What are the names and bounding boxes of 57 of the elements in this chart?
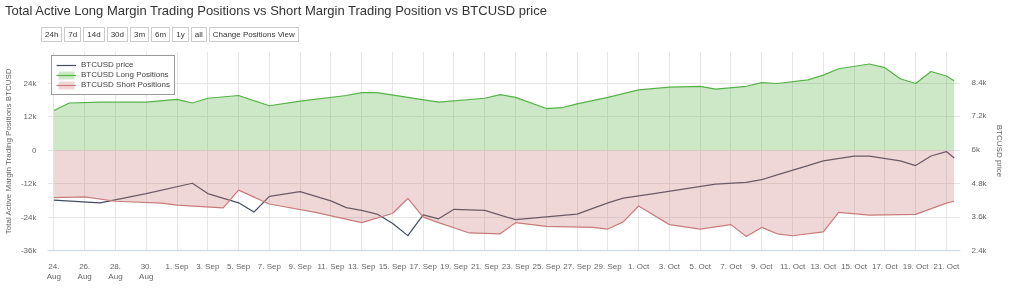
text: 30d bbox=[110, 28, 124, 40]
y-tick-label: 0 bbox=[32, 145, 38, 155]
x-tick-label: 1. Oct bbox=[627, 261, 651, 271]
y2-tick-label: 8.4k bbox=[971, 77, 988, 87]
y2-tick-label: 2.4k bbox=[971, 245, 988, 255]
legend-label: BTCUSD Long Positions bbox=[81, 69, 169, 80]
x-tick-label: 19. Oct bbox=[902, 261, 930, 271]
text: Change Positions View bbox=[212, 28, 295, 40]
x-tick-label: 3. Oct bbox=[658, 261, 681, 271]
text: 1y bbox=[176, 28, 185, 40]
x-tick-label: 1. Sep bbox=[165, 261, 190, 271]
x-tick-label: 13. Sep bbox=[347, 261, 376, 271]
y-tick-label: -36k bbox=[20, 245, 38, 255]
chart-title: Total Active Long Margin Trading Positions vs Short Margin Trading Position vs BTCUSD price bbox=[5, 2, 547, 20]
x-tick-label: 28. Aug bbox=[108, 261, 123, 282]
legend-label: BTCUSD Short Positions bbox=[81, 79, 170, 90]
x-tick-label: 26. Aug bbox=[77, 261, 92, 282]
y2-tick-label: 4.8k bbox=[971, 178, 988, 188]
x-tick-label: 17. Oct bbox=[871, 261, 899, 271]
x-tick-label: 25. Sep bbox=[532, 261, 561, 271]
x-tick-label: 11. Oct bbox=[779, 261, 806, 271]
x-tick-label: 21. Oct bbox=[933, 261, 961, 271]
y2-axis-title: BTCUSD price bbox=[994, 124, 1004, 178]
y-tick-label: 24k bbox=[23, 78, 38, 88]
x-tick-label: 29. Sep bbox=[594, 261, 623, 271]
y-tick-label: 12k bbox=[23, 112, 38, 122]
y2-tick-label: 7.2k bbox=[971, 111, 988, 121]
x-tick-label: 24. Aug bbox=[46, 261, 62, 282]
text: 6m bbox=[155, 28, 167, 40]
x-tick-label: 15. Sep bbox=[378, 261, 407, 271]
text: 24h bbox=[45, 28, 59, 40]
x-tick-label: 13. Oct bbox=[810, 261, 837, 271]
x-tick-label: 7. Oct bbox=[720, 261, 743, 271]
y-tick-label: -24k bbox=[20, 212, 38, 222]
x-tick-label: 30. Aug bbox=[139, 261, 154, 282]
x-tick-label: 5. Oct bbox=[689, 261, 712, 271]
x-tick-label: 17. Sep bbox=[409, 261, 438, 271]
x-tick-label: 11. Sep bbox=[317, 261, 345, 271]
y-axis-title: Total Active Margin Trading Positions BTCUSD bbox=[3, 68, 13, 235]
y2-tick-label: 6k bbox=[971, 145, 981, 155]
text: all bbox=[194, 28, 203, 40]
x-tick-label: 3. Sep bbox=[196, 261, 220, 271]
x-tick-label: 19. Sep bbox=[440, 261, 469, 271]
x-tick-label: 9. Oct bbox=[751, 261, 774, 271]
y2-tick-label: 3.6k bbox=[971, 212, 988, 222]
x-tick-label: 15. Oct bbox=[841, 261, 868, 271]
text: 3m bbox=[133, 28, 146, 40]
legend-label: BTCUSD price bbox=[81, 59, 134, 70]
x-tick-label: 7. Sep bbox=[257, 261, 282, 271]
text: 14d bbox=[87, 28, 101, 40]
x-tick-label: 9. Sep bbox=[288, 261, 313, 271]
x-tick-label: 23. Sep bbox=[501, 261, 530, 271]
y-tick-label: -12k bbox=[20, 179, 38, 189]
text: 7d bbox=[68, 28, 78, 40]
x-tick-label: 21. Sep bbox=[470, 261, 500, 271]
x-tick-label: 27. Sep bbox=[563, 261, 592, 271]
x-tick-label: 5. Sep bbox=[227, 261, 251, 271]
